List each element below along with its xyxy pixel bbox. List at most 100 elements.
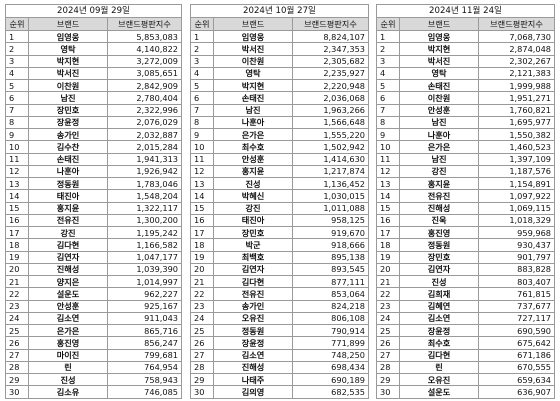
rank-cell: 17 <box>190 225 214 240</box>
table-row: 25 장윤정 690,590 <box>376 323 556 338</box>
rank-cell: 9 <box>190 127 214 142</box>
index-cell: 2,780,404 <box>106 91 183 105</box>
brand-cell: 전유진 <box>28 213 108 228</box>
index-cell: 1,550,382 <box>477 127 556 142</box>
brand-cell: 남진 <box>399 115 479 130</box>
rank-cell: 21 <box>376 274 400 289</box>
header-rank: 순위 <box>376 17 400 31</box>
table-row: 5 이찬원 2,842,909 <box>5 78 183 93</box>
rank-cell: 6 <box>5 91 29 105</box>
table-row: 10 은가은 1,460,523 <box>376 140 556 154</box>
rank-cell: 10 <box>376 140 400 154</box>
rank-cell: 13 <box>5 176 29 191</box>
rank-cell: 2 <box>5 42 29 56</box>
rank-cell: 11 <box>376 152 400 166</box>
rank-cell: 22 <box>376 287 400 301</box>
brand-cell: 안성훈 <box>399 103 479 117</box>
table-row: 10 김수찬 2,015,284 <box>5 140 183 154</box>
table-row: 21 김다현 877,111 <box>190 274 370 289</box>
rank-cell: 6 <box>190 91 214 105</box>
table-row: 9 나훈아 1,550,382 <box>376 127 556 142</box>
brand-cell: 박지현 <box>213 78 293 93</box>
brand-cell: 박서진 <box>213 42 293 56</box>
rank-cell: 29 <box>5 372 29 387</box>
index-cell: 2,347,353 <box>291 42 370 56</box>
date-row: 2024년 11월 24일 <box>375 4 556 18</box>
rank-cell: 26 <box>5 336 29 350</box>
rank-cell: 22 <box>190 287 214 301</box>
table-row: 16 진욱 1,018,329 <box>376 213 556 228</box>
rank-cell: 11 <box>5 152 29 166</box>
index-cell: 2,874,048 <box>477 42 556 56</box>
table-row: 26 홍진영 856,247 <box>5 336 183 350</box>
index-cell: 790,914 <box>291 323 370 338</box>
brand-cell: 영탁 <box>399 66 479 81</box>
rank-cell: 14 <box>376 189 400 203</box>
index-cell: 670,555 <box>477 360 556 375</box>
rank-cell: 28 <box>5 360 29 375</box>
index-cell: 698,434 <box>291 360 370 375</box>
brand-cell: 최수호 <box>399 336 479 350</box>
index-cell: 1,695,977 <box>477 115 556 130</box>
table-row: 1 임영웅 7,068,730 <box>376 29 556 44</box>
ranking-panel: 2024년 09월 29일 순위 브랜드 브랜드평판지수 1 임영웅 5,853,083 2 영… <box>4 4 183 399</box>
rank-cell: 16 <box>5 213 29 228</box>
rank-cell: 18 <box>5 238 29 252</box>
table-row: 19 장민호 901,797 <box>376 250 556 264</box>
table-row: 2 박서진 2,347,353 <box>190 42 370 56</box>
rank-cell: 16 <box>376 213 400 228</box>
table-row: 27 김다현 671,186 <box>376 348 556 362</box>
index-cell: 671,186 <box>477 348 556 362</box>
index-cell: 918,666 <box>291 238 370 252</box>
table-row: 30 김소유 746,085 <box>5 385 183 399</box>
index-cell: 5,853,083 <box>106 29 183 44</box>
rank-cell: 7 <box>190 103 214 117</box>
table-row: 11 손태진 1,941,313 <box>5 152 183 166</box>
table-row: 22 설운도 962,227 <box>5 287 183 301</box>
date-row: 2024년 10월 27일 <box>189 4 370 18</box>
index-cell: 1,300,200 <box>106 213 183 228</box>
brand-cell: 김연자 <box>213 262 293 277</box>
table-row: 14 전유진 1,097,922 <box>376 189 556 203</box>
table-row: 12 나훈아 1,926,942 <box>5 164 183 179</box>
index-cell: 2,076,029 <box>106 115 183 130</box>
table-row: 28 린 764,954 <box>5 360 183 375</box>
rank-cell: 2 <box>376 42 400 56</box>
rank-cell: 1 <box>376 29 400 44</box>
rank-cell: 7 <box>376 103 400 117</box>
rank-cell: 19 <box>190 250 214 264</box>
rank-cell: 29 <box>190 372 214 387</box>
index-cell: 824,218 <box>291 299 370 313</box>
brand-cell: 김연자 <box>28 250 108 264</box>
table-row: 14 태진아 1,548,204 <box>5 189 183 203</box>
table-row: 24 김소연 727,117 <box>376 311 556 326</box>
index-cell: 690,590 <box>477 323 556 338</box>
rank-cell: 1 <box>5 29 29 44</box>
rank-cell: 30 <box>5 385 29 399</box>
brand-cell: 태진아 <box>213 213 293 228</box>
index-cell: 2,302,267 <box>477 54 556 68</box>
brand-cell: 장민호 <box>399 250 479 264</box>
index-cell: 1,136,452 <box>291 176 370 191</box>
table-row: 20 진해성 1,039,390 <box>5 262 183 277</box>
brand-cell: 박지현 <box>28 54 108 68</box>
index-cell: 1,941,313 <box>106 152 183 166</box>
rank-cell: 24 <box>190 311 214 326</box>
index-cell: 1,030,015 <box>291 189 370 203</box>
table-row: 7 남진 1,963,266 <box>190 103 370 117</box>
rank-cell: 8 <box>5 115 29 130</box>
brand-cell: 홍지윤 <box>399 176 479 191</box>
brand-cell: 진해성 <box>399 201 479 215</box>
brand-cell: 이찬원 <box>213 54 293 68</box>
rank-cell: 18 <box>376 238 400 252</box>
rank-cell: 15 <box>5 201 29 215</box>
rank-cell: 5 <box>376 78 400 93</box>
table-row: 15 홍지윤 1,322,117 <box>5 201 183 215</box>
table-row: 18 박군 918,666 <box>190 238 370 252</box>
brand-cell: 양지은 <box>28 274 108 289</box>
index-cell: 636,907 <box>477 385 556 399</box>
header-row: 순위 브랜드 브랜드평판지수 <box>190 17 370 31</box>
rank-cell: 3 <box>376 54 400 68</box>
rank-cell: 18 <box>190 238 214 252</box>
